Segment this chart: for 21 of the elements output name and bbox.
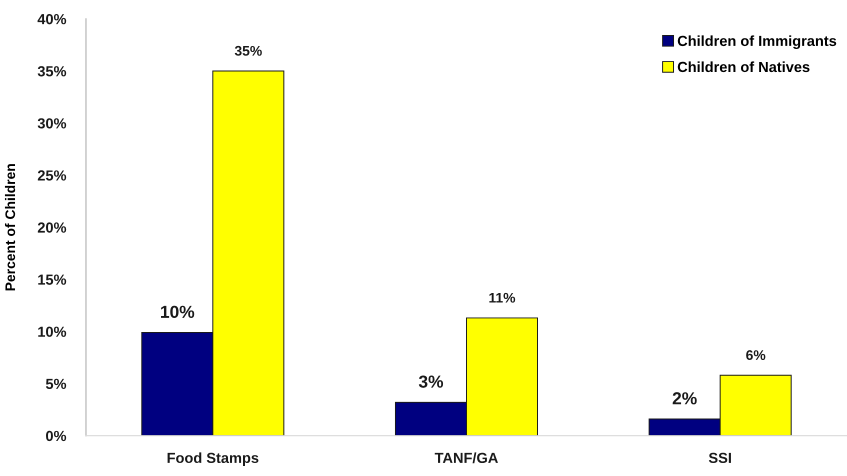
x-tick-label: TANF/GA bbox=[434, 452, 498, 464]
y-tick-label: 30% bbox=[38, 118, 66, 129]
legend-label: Children of Natives bbox=[678, 61, 810, 72]
y-tick-label: 40% bbox=[38, 14, 66, 24]
y-tick-label: 35% bbox=[38, 66, 66, 76]
y-tick-label: 10% bbox=[38, 326, 66, 337]
legend-label: Children of Immigrants bbox=[678, 35, 836, 50]
x-tick-label: Food Stamps bbox=[168, 452, 258, 466]
y-tick-label: 0% bbox=[46, 430, 66, 442]
data-label: 3% bbox=[418, 376, 444, 388]
y-tick-label: 15% bbox=[38, 274, 66, 285]
data-label: 10% bbox=[161, 306, 194, 318]
data-label: 35% bbox=[234, 46, 262, 56]
data-label: 6% bbox=[746, 350, 766, 360]
y-tick-label: 25% bbox=[38, 170, 66, 181]
data-label: 2% bbox=[672, 392, 697, 404]
x-tick-label: SSI bbox=[708, 452, 731, 464]
y-tick-label: 5% bbox=[46, 378, 66, 390]
y-axis-title: Percent of Children bbox=[4, 164, 16, 290]
data-label: 11% bbox=[489, 292, 516, 303]
y-tick-label: 20% bbox=[38, 222, 66, 233]
